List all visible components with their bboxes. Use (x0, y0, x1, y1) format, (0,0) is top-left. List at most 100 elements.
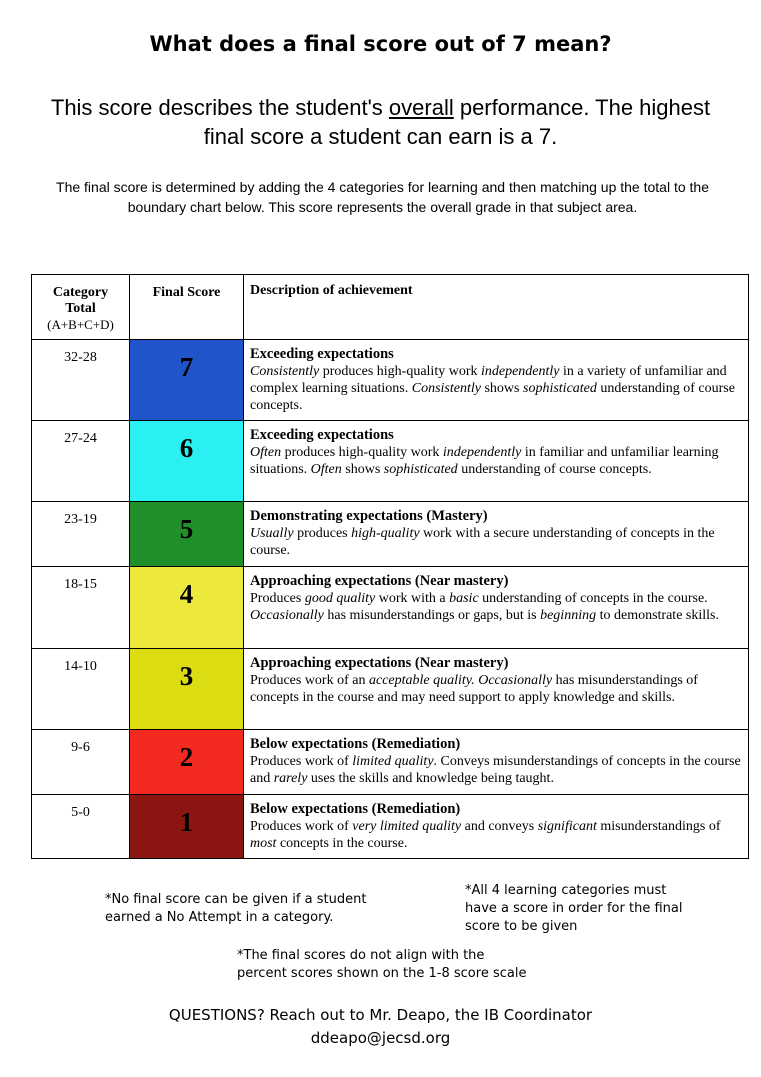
emphasis: independently (442, 445, 522, 460)
header-cell: Final Score (129, 274, 244, 340)
emphasis: significant (537, 819, 597, 834)
category-total: 5-0 (31, 794, 130, 859)
table-row: 27-24 6 Exceeding expectations Often produc… (31, 420, 749, 502)
emphasis: limited quality (352, 754, 434, 769)
emphasis: Occasionally (250, 608, 324, 623)
final-score: 2 (129, 729, 244, 795)
header-cell: Category Total (A+B+C+D) (31, 274, 130, 340)
emphasis: beginning (540, 608, 597, 623)
description-heading: Approaching expectations (Near mastery) (250, 573, 509, 589)
description-text: Produces good quality work with a basic … (250, 591, 719, 623)
text-run: produces high-quality work (319, 364, 481, 379)
description: Below expectations (Remediation) Produces… (243, 729, 749, 795)
category-total: 14-10 (31, 648, 130, 730)
description-text: Produces work of very limited quality an… (250, 819, 721, 851)
table-row: 5-0 1 Below expectations (Remediation) Prod… (31, 794, 749, 859)
text-run: understanding of course concepts. (457, 462, 652, 477)
description-heading: Exceeding expectations (250, 346, 394, 362)
category-total: 9-6 (31, 729, 130, 795)
description: Demonstrating expectations (Mastery) Usua… (243, 501, 749, 567)
text-run: uses the skills and knowledge being taug… (307, 771, 554, 786)
text-run: Produces work of (250, 819, 353, 834)
emphasis: high-quality (351, 526, 420, 541)
table-row: 18-15 4 Approaching expectations (Near mas… (31, 566, 749, 649)
description-heading: Demonstrating expectations (Mastery) (250, 508, 488, 524)
description-heading: Below expectations (Remediation) (250, 736, 461, 752)
note: *All 4 learning categories must have a s… (465, 883, 683, 934)
header-subtext: (A+B+C+D) (47, 317, 114, 332)
emphasis: Often (250, 445, 282, 460)
email: ddeapo@jecsd.org (310, 1029, 451, 1047)
text-run: and conveys (461, 819, 538, 834)
text-run: shows (480, 381, 523, 396)
emphasis: basic (449, 591, 479, 606)
category-total: 27-24 (31, 420, 130, 502)
description: Approaching expectations (Near mastery) P… (243, 566, 749, 649)
emphasis: Consistently (250, 364, 320, 379)
text-run: . Conveys misunderstandings of concepts … (250, 754, 741, 786)
emphasis: Occasionally (478, 673, 553, 688)
description: Approaching expectations (Near mastery) P… (243, 648, 749, 730)
text-run: to demonstrate skills. (596, 608, 719, 623)
emphasis: sophisticated (523, 381, 597, 396)
text-run: This score describes the student's (50, 95, 389, 120)
description-text: Consistently produces high-quality work … (250, 364, 735, 413)
subtitle: This score describes the student's overa… (30, 93, 731, 151)
note: *The final scores do not align with the … (237, 948, 527, 981)
text-run: in a variety of unfamiliar and complex l… (250, 364, 727, 396)
description: Exceeding expectations Often produces hig… (243, 420, 749, 502)
description: Below expectations (Remediation) Produces… (243, 794, 749, 859)
description-text: Produces work of limited quality. Convey… (250, 754, 741, 786)
final-score: 5 (129, 501, 244, 567)
text-run: Produces work of (250, 754, 353, 769)
category-total: 23-19 (31, 501, 130, 567)
text-run: work with a secure understanding of conc… (250, 526, 715, 558)
header-text: Category Total (52, 285, 109, 316)
category-total: 18-15 (31, 566, 130, 649)
questions: QUESTIONS? Reach out to Mr. Deapo, the I… (168, 1006, 593, 1024)
emphasis: Often (310, 462, 342, 477)
text-run: Produces (250, 591, 305, 606)
final-score: 6 (129, 420, 244, 502)
table-row: 23-19 5 Demonstrating expectations (Master… (31, 501, 749, 567)
score-table: Category Total (A+B+C+D) Final Score Des… (31, 274, 749, 859)
text-run: concepts in the course. (276, 836, 408, 851)
description-text: Produces work of an acceptable quality. … (250, 673, 698, 705)
text-run: understanding of course concepts. (250, 381, 735, 413)
emphasis: Consistently (411, 381, 481, 396)
text-run: performance. The highest final score a s… (203, 95, 711, 149)
final-score: 7 (129, 339, 244, 421)
description-heading: Exceeding expectations (250, 427, 394, 443)
underlined-text: overall (388, 95, 454, 120)
header-cell: Description of achievement (243, 274, 749, 340)
emphasis: sophisticated (383, 462, 458, 477)
text-run: has misunderstandings or gaps, but is (323, 608, 541, 623)
note: *No final score can be given if a studen… (105, 892, 367, 925)
text-run: produces high-quality work (281, 445, 443, 460)
final-score: 1 (129, 794, 244, 859)
text-run: in familiar and unfamiliar learning situ… (250, 445, 719, 477)
table-row: 9-6 2 Below expectations (Remediation) Prod… (31, 729, 749, 795)
emphasis: independently (480, 364, 560, 379)
header-row: Category Total (A+B+C+D) Final Score Des… (31, 274, 749, 340)
description-heading: Approaching expectations (Near mastery) (250, 655, 509, 671)
table-row: 32-28 7 Exceeding expectations Consistently… (31, 339, 749, 421)
emphasis: acceptable quality. (368, 673, 475, 688)
text-run: produces (293, 526, 352, 541)
title: What does a final score out of 7 mean? (149, 32, 612, 56)
emphasis: very limited quality (352, 819, 462, 834)
table-body: 32-28 7 Exceeding expectations Consistently… (31, 339, 749, 859)
final-score: 3 (129, 648, 244, 730)
description-heading: Below expectations (Remediation) (250, 801, 461, 817)
emphasis: most (250, 836, 277, 851)
text-run: has misunderstandings of concepts in the… (250, 673, 698, 705)
emphasis: rarely (273, 771, 308, 786)
emphasis: Usually (250, 526, 294, 541)
description-text: Often produces high-quality work indepen… (250, 445, 718, 477)
category-total: 32-28 (31, 339, 130, 421)
text-run: work with a (375, 591, 450, 606)
text-run: understanding of concepts in the course. (478, 591, 708, 606)
table-row: 14-10 3 Approaching expectations (Near mas… (31, 648, 749, 730)
description-text: Usually produces high-quality work with … (250, 526, 715, 558)
